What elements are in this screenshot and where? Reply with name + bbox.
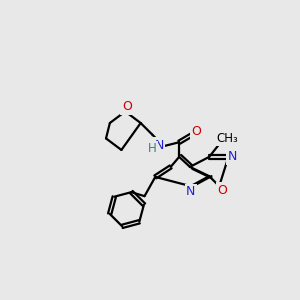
Text: CH₃: CH₃ xyxy=(216,132,238,145)
Text: O: O xyxy=(122,100,132,113)
Text: H: H xyxy=(148,142,157,155)
Text: N: N xyxy=(154,139,164,152)
Text: N: N xyxy=(228,150,237,164)
Text: O: O xyxy=(217,184,227,196)
Text: O: O xyxy=(191,125,201,138)
Text: N: N xyxy=(186,185,195,198)
